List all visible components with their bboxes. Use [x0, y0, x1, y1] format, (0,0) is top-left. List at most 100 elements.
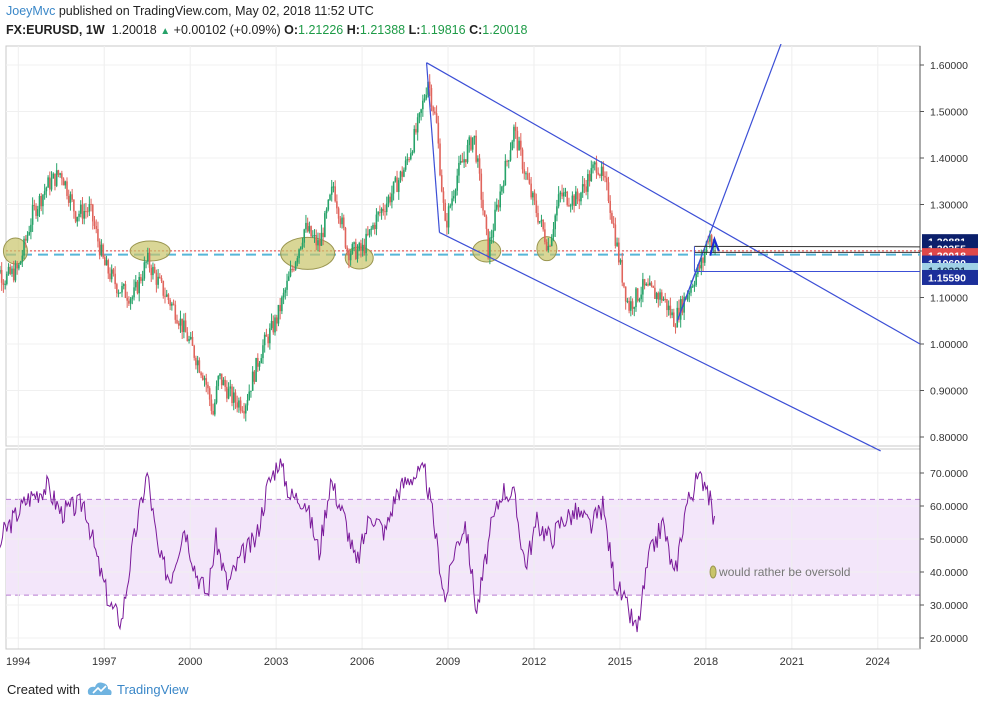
chart-area[interactable]: 1994 1997 2000 2003 2006 2009 2012 2015 2018 2021… [0, 44, 983, 674]
rsi-y-tick-label: 20.0000 [930, 633, 968, 645]
candle-body [303, 229, 306, 243]
last-price: 1.20018 [111, 23, 157, 37]
candle-body [411, 151, 414, 154]
close-value: 1.20018 [482, 23, 528, 37]
candle-body [289, 268, 292, 277]
candle-body [251, 371, 254, 391]
candle-body [102, 244, 104, 258]
candle-body [30, 224, 32, 233]
candle-body [184, 320, 187, 333]
candle-body [269, 328, 271, 344]
candle-body [117, 292, 120, 294]
candle-body [363, 244, 366, 254]
x-tick-label: 2006 [350, 656, 374, 668]
candle-body [78, 213, 80, 217]
candle-body [667, 305, 670, 311]
candle-body [219, 373, 221, 377]
candle-body [116, 284, 118, 294]
candle-body [528, 179, 531, 184]
candle-body [396, 177, 398, 192]
candle-body [597, 172, 599, 175]
candle-body [679, 299, 682, 320]
candle-body [520, 140, 522, 150]
candle-body [523, 169, 526, 174]
candle-body [64, 181, 67, 186]
candle-body [604, 175, 606, 178]
candle-body [647, 283, 649, 286]
candle-body [370, 228, 373, 230]
candle-body [392, 181, 395, 194]
candle-body [124, 284, 127, 298]
candle-body [67, 195, 70, 203]
candle-body [673, 312, 675, 327]
candle-body [236, 402, 238, 408]
candle-body [129, 298, 132, 304]
candle-body [686, 294, 689, 300]
candle-body [482, 199, 484, 211]
candle-body [385, 203, 388, 212]
candle-body [226, 386, 228, 399]
candle-body [562, 192, 565, 197]
x-tick-label: 2018 [694, 656, 718, 668]
candle-body [195, 357, 197, 366]
candle-body [9, 266, 12, 274]
candle-body [167, 294, 170, 301]
candle-body [148, 252, 151, 268]
candle-body [428, 81, 431, 88]
candle-body [244, 405, 247, 414]
candle-body [36, 209, 39, 216]
candle-body [243, 411, 245, 414]
candle-body [501, 186, 503, 192]
candle-body [642, 279, 644, 295]
candle-body [466, 145, 469, 163]
candle-body [239, 400, 242, 411]
candle-body [262, 345, 264, 359]
tradingview-brand[interactable]: TradingView [117, 682, 189, 697]
candle-body [160, 278, 163, 281]
candle-body [183, 320, 185, 332]
candle-body [650, 282, 653, 286]
chart-header: JoeyMvc published on TradingView.com, Ma… [0, 0, 983, 44]
author-name[interactable]: JoeyMvc [6, 4, 56, 18]
candle-body [521, 149, 524, 170]
candle-body [657, 293, 660, 300]
candle-body [507, 160, 510, 162]
candle-body [561, 192, 563, 197]
candle-body [714, 244, 716, 247]
candle-body [324, 213, 326, 237]
candle-body [678, 307, 680, 320]
candle-body [198, 360, 201, 373]
candle-body [49, 177, 51, 190]
candle-body [691, 286, 694, 288]
candle-body [552, 229, 555, 237]
candle-body [578, 199, 581, 202]
candle-body [325, 209, 328, 214]
candle-body [532, 192, 534, 198]
candle-body [258, 363, 261, 367]
candle-body [59, 173, 61, 175]
candle-body [7, 266, 10, 274]
candle-body [114, 273, 116, 285]
footer: Created with TradingView [0, 674, 983, 707]
candle-body [318, 240, 321, 246]
candle-body [420, 109, 422, 114]
candle-body [695, 274, 697, 285]
candle-body [709, 235, 711, 242]
candle-body [607, 182, 610, 201]
candle-body [24, 238, 27, 241]
candle-body [272, 320, 275, 333]
candle-body [257, 357, 259, 367]
candle-body [526, 173, 529, 180]
candle-body [487, 228, 489, 259]
candle-body [279, 304, 281, 312]
candle-body [238, 400, 240, 408]
candle-body [2, 282, 5, 285]
candle-body [281, 297, 283, 312]
candle-body [538, 221, 541, 223]
candle-body [202, 375, 204, 380]
candle-body [413, 128, 416, 152]
candle-body [74, 211, 77, 222]
support-ellipse [472, 239, 502, 263]
candle-body [301, 242, 304, 247]
symbol-ohlc: FX:EURUSD, 1W 1.20018 ▲ +0.00102 (+0.09%… [6, 23, 527, 37]
